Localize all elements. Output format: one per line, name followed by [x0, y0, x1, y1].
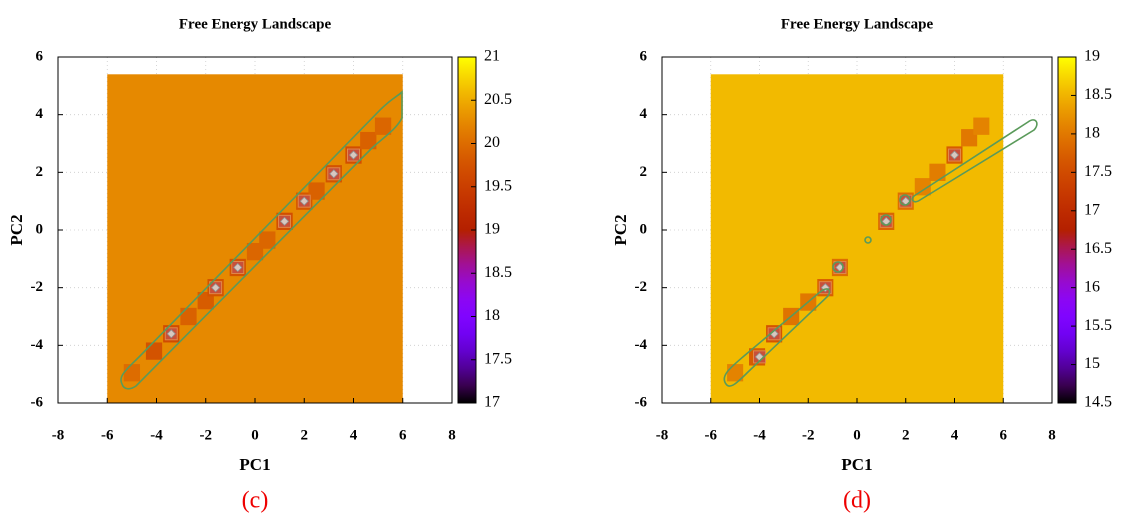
y-tick-label: -6	[31, 394, 44, 410]
y-tick-label: -6	[635, 394, 648, 410]
heatmap-cell	[123, 364, 141, 382]
colorbar-tick-label: 18.5	[1084, 86, 1112, 103]
colorbar-tick-label: 18	[1084, 125, 1100, 142]
colorbar-tick-label: 18	[484, 307, 500, 324]
heatmap-cell	[914, 178, 931, 196]
heatmap-cell	[308, 182, 325, 200]
colorbar-tick-label: 19.5	[484, 177, 512, 194]
minimum-marker	[949, 150, 960, 160]
heatmap-cell	[374, 117, 392, 135]
heatmap-cell	[145, 342, 163, 360]
contour	[911, 119, 1038, 203]
contour	[723, 288, 831, 387]
minimum-marker	[329, 169, 339, 179]
y-tick-label: -4	[635, 337, 648, 353]
x-tick-label: 6	[1000, 427, 1008, 443]
x-tick-label: 8	[1048, 427, 1056, 443]
colorbar-tick-label: 19	[484, 221, 500, 238]
x-tick-label: 8	[448, 427, 456, 443]
x-tick-label: 6	[399, 427, 407, 443]
colorbar-tick-label: 20.5	[484, 91, 512, 108]
x-tick-label: -6	[101, 427, 114, 443]
heatmap-cell	[180, 307, 197, 326]
x-tick-label: 0	[251, 427, 259, 443]
x-tick-label: 2	[902, 427, 910, 443]
x-axis-label: PC1	[239, 455, 270, 474]
colorbar	[1057, 56, 1077, 404]
minimum-marker	[348, 150, 359, 160]
y-tick-label: -2	[31, 279, 44, 295]
y-tick-label: -4	[31, 337, 44, 353]
minimum-marker	[233, 262, 243, 273]
colorbar-tick-label: 17	[484, 394, 500, 411]
x-tick-label: -6	[705, 427, 718, 443]
heatmap-cell	[973, 117, 990, 135]
contour	[864, 236, 872, 244]
y-tick-label: 0	[36, 221, 44, 237]
x-tick-label: -4	[150, 427, 163, 443]
panel-c: -8 -6 -4 -2 0 2 4 6 8 -6 -4 -2 0 2 4 6 Free Energy Lands…	[7, 16, 512, 513]
x-tick-label: 4	[350, 427, 358, 443]
x-tick-label: -2	[802, 427, 815, 443]
colorbar-tick-label: 16	[1084, 278, 1100, 295]
x-tick-label: -2	[200, 427, 213, 443]
y-axis-label: PC2	[7, 214, 26, 245]
y-tick-label: 2	[36, 164, 44, 180]
chart-title: Free Energy Landscape	[179, 16, 332, 32]
minimum-marker	[211, 283, 221, 293]
contour	[899, 194, 911, 206]
x-tick-label: -8	[656, 427, 669, 443]
y-tick-label: 4	[640, 106, 648, 122]
panel-d: -8 -6 -4 -2 0 2 4 6 8 -6 -4 -2 0 2 4 6 Free Energy Lands…	[611, 16, 1112, 513]
panel-label: (d)	[843, 488, 871, 514]
heatmap-cell	[246, 242, 264, 261]
x-axis-label: PC1	[841, 455, 872, 474]
panel-label: (c)	[242, 488, 269, 514]
contour	[880, 214, 892, 226]
heatmap-cell	[360, 131, 377, 150]
colorbar-tick-label: 15	[1084, 355, 1100, 372]
y-tick-label: 0	[640, 221, 648, 237]
x-tick-label: 2	[301, 427, 309, 443]
y-tick-label: 6	[36, 48, 44, 64]
heatmap-cell	[961, 129, 978, 147]
minimum-marker	[279, 216, 290, 226]
x-tick-label: -8	[52, 427, 65, 443]
colorbar-tick-label: 17.5	[1084, 163, 1112, 180]
chart-title: Free Energy Landscape	[781, 16, 934, 32]
x-tick-label: -4	[753, 427, 766, 443]
colorbar-tick-label: 14.5	[1084, 394, 1112, 411]
x-tick-label: 4	[951, 427, 959, 443]
minimum-marker	[166, 329, 176, 339]
colorbar-tick-label: 18.5	[484, 264, 512, 281]
heatmap-cell	[259, 231, 276, 249]
minimum-marker	[299, 196, 309, 206]
colorbar-tick-label: 17	[1084, 201, 1100, 218]
x-tick-label: 0	[853, 427, 861, 443]
colorbar-tick-label: 21	[484, 48, 500, 65]
y-tick-label: 4	[36, 106, 44, 122]
colorbar-tick-label: 16.5	[1084, 240, 1112, 257]
y-tick-label: 6	[640, 48, 648, 64]
y-tick-label: 2	[640, 164, 648, 180]
colorbar-tick-label: 20	[484, 134, 500, 151]
contour	[120, 90, 403, 390]
y-axis-label: PC2	[611, 214, 630, 245]
heatmap-cell	[929, 163, 946, 181]
colorbar-tick-label: 19	[1084, 48, 1100, 65]
contour	[832, 261, 844, 273]
y-tick-label: -2	[635, 279, 648, 295]
colorbar-tick-label: 15.5	[1084, 317, 1112, 334]
colorbar-tick-label: 17.5	[484, 350, 512, 367]
